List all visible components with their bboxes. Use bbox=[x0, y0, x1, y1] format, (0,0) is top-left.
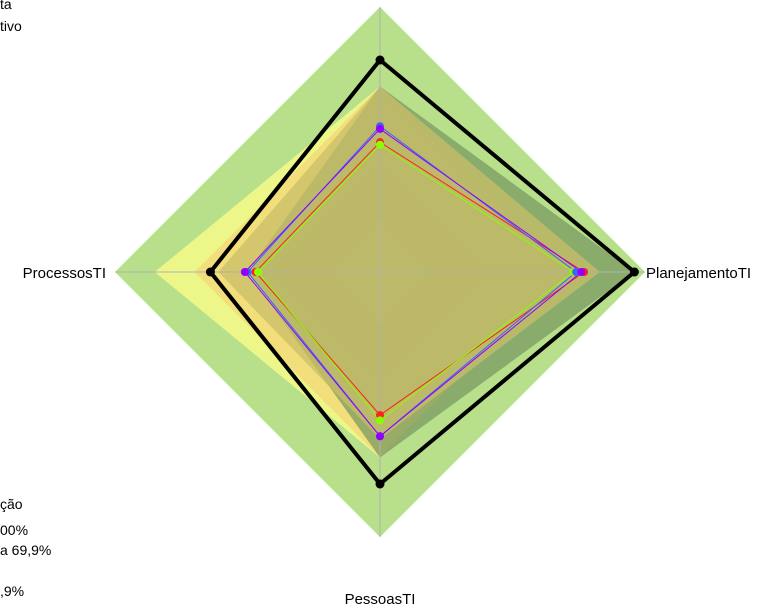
series-0-point-PessoasTI bbox=[375, 479, 385, 489]
legend-text-3: ção bbox=[0, 496, 23, 512]
series-0-point-ProcessosTI bbox=[205, 267, 215, 277]
series-4-point-PessoasTI bbox=[376, 432, 384, 441]
legend-text-6: ,9% bbox=[0, 583, 25, 599]
series-4-point-ProcessosTI bbox=[240, 268, 249, 276]
legend-text-2: tivo bbox=[0, 18, 22, 34]
legend-text-1: ta bbox=[0, 0, 12, 12]
axis-label-PessoasTI: PessoasTI bbox=[345, 591, 416, 608]
axis-label-PlanejamentoTI: PlanejamentoTI bbox=[646, 265, 751, 282]
series-2-point-GovernançaTI bbox=[376, 140, 384, 149]
legend-text-4: 00% bbox=[0, 522, 29, 538]
series-2-point-PessoasTI bbox=[376, 416, 384, 425]
series-0-point-PlanejamentoTI bbox=[629, 267, 639, 277]
series-4-point-PlanejamentoTI bbox=[577, 268, 586, 276]
series-0-point-GovernançaTI bbox=[375, 55, 385, 65]
series-4-point-GovernançaTI bbox=[376, 124, 384, 133]
legend-text-5: a 69,9% bbox=[0, 542, 52, 558]
series-2-point-ProcessosTI bbox=[254, 268, 263, 276]
axis-label-ProcessosTI: ProcessosTI bbox=[23, 265, 106, 282]
area-olive-area bbox=[218, 86, 600, 439]
